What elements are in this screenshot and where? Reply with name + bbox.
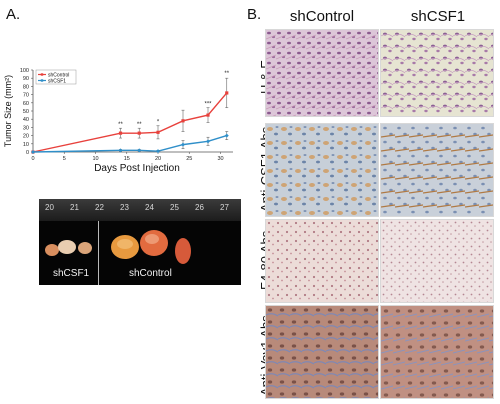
legend-marker (40, 79, 44, 82)
data-point (118, 131, 123, 135)
legend-label: shControl (48, 72, 69, 78)
column-header-shcsf1: shCSF1 (410, 8, 466, 25)
data-point (31, 150, 35, 154)
ruler: 20 21 22 23 24 25 26 27 (39, 199, 241, 221)
ruler-number: 20 (45, 203, 54, 212)
y-tick-label: 0 (26, 150, 29, 156)
ruler-number: 23 (120, 203, 129, 212)
column-header-shcontrol: shControl (289, 8, 355, 25)
y-tick-label: 80 (23, 84, 29, 90)
y-axis-label: Tumor Size (mm²) (3, 75, 13, 147)
tumor-photo: 20 21 22 23 24 25 26 27 shCSF1 shControl (39, 199, 241, 285)
data-point (224, 133, 229, 138)
data-point (225, 91, 229, 95)
data-point (206, 139, 210, 144)
x-tick-label: 5 (63, 156, 66, 162)
y-tick-label: 40 (23, 117, 29, 123)
series-line-shCSF1 (32, 134, 227, 153)
y-tick-label: 100 (20, 68, 29, 74)
data-point (156, 130, 160, 134)
legend-marker (40, 73, 44, 76)
significance-label: * (157, 119, 160, 125)
legend-label: shCSF1 (48, 78, 66, 84)
photo-divider (98, 221, 99, 285)
histology-he-shcsf1 (380, 29, 494, 117)
data-point (137, 131, 141, 135)
histology-vav1-shcsf1 (380, 305, 494, 399)
ruler-number: 27 (220, 203, 229, 212)
tumor-sample (45, 244, 59, 256)
ruler-number: 22 (95, 203, 104, 212)
y-tick-label: 60 (23, 101, 29, 107)
y-tick-label: 30 (23, 125, 29, 131)
histology-vav1-shcontrol (265, 305, 379, 399)
y-tick-label: 20 (23, 134, 29, 140)
histology-csf1-shcsf1 (380, 123, 494, 217)
significance-label: ** (224, 71, 229, 77)
data-point (181, 142, 185, 147)
panel-b-label: B. (247, 6, 262, 23)
y-tick-label: 90 (23, 76, 29, 82)
panel-a-label: A. (6, 6, 21, 23)
y-tick-label: 50 (23, 109, 29, 115)
x-axis-label: Days Post Injection (94, 163, 180, 174)
tumor-sample (78, 242, 92, 254)
histology-csf1-shcontrol (265, 123, 379, 217)
x-tick-label: 10 (92, 156, 98, 162)
significance-label: ** (118, 122, 123, 128)
x-tick-label: 15 (124, 156, 130, 162)
histology-f480-shcsf1 (380, 219, 494, 303)
y-tick-label: 10 (23, 142, 29, 148)
significance-label: ** (137, 122, 142, 128)
shcsf1-photo-label: shCSF1 (53, 268, 90, 279)
excised-tumors (45, 230, 191, 264)
significance-label: *** (204, 101, 212, 107)
ruler-number: 25 (170, 203, 179, 212)
data-point (118, 148, 123, 153)
ruler-number: 26 (195, 203, 204, 212)
shcontrol-photo-label: shControl (129, 268, 172, 279)
ruler-number: 24 (145, 203, 154, 212)
data-point (206, 113, 210, 117)
data-point (137, 148, 142, 153)
histology-f480-shcontrol (265, 219, 379, 303)
tumor-size-chart: 0 10 20 30 40 50 60 70 80 90 100 0 5 10 15 20 25 30 Tumor … (3, 68, 233, 174)
x-tick-label: 20 (155, 156, 161, 162)
x-tick-label: 30 (217, 156, 223, 162)
data-point (181, 119, 185, 123)
x-tick-label: 25 (186, 156, 192, 162)
x-tick-label: 0 (31, 156, 34, 162)
data-point (156, 149, 160, 154)
histology-he-shcontrol (265, 29, 379, 117)
ruler-number: 21 (70, 203, 79, 212)
tumor-sample (58, 240, 76, 254)
y-tick-label: 70 (23, 93, 29, 99)
tumor-sample (175, 238, 191, 264)
